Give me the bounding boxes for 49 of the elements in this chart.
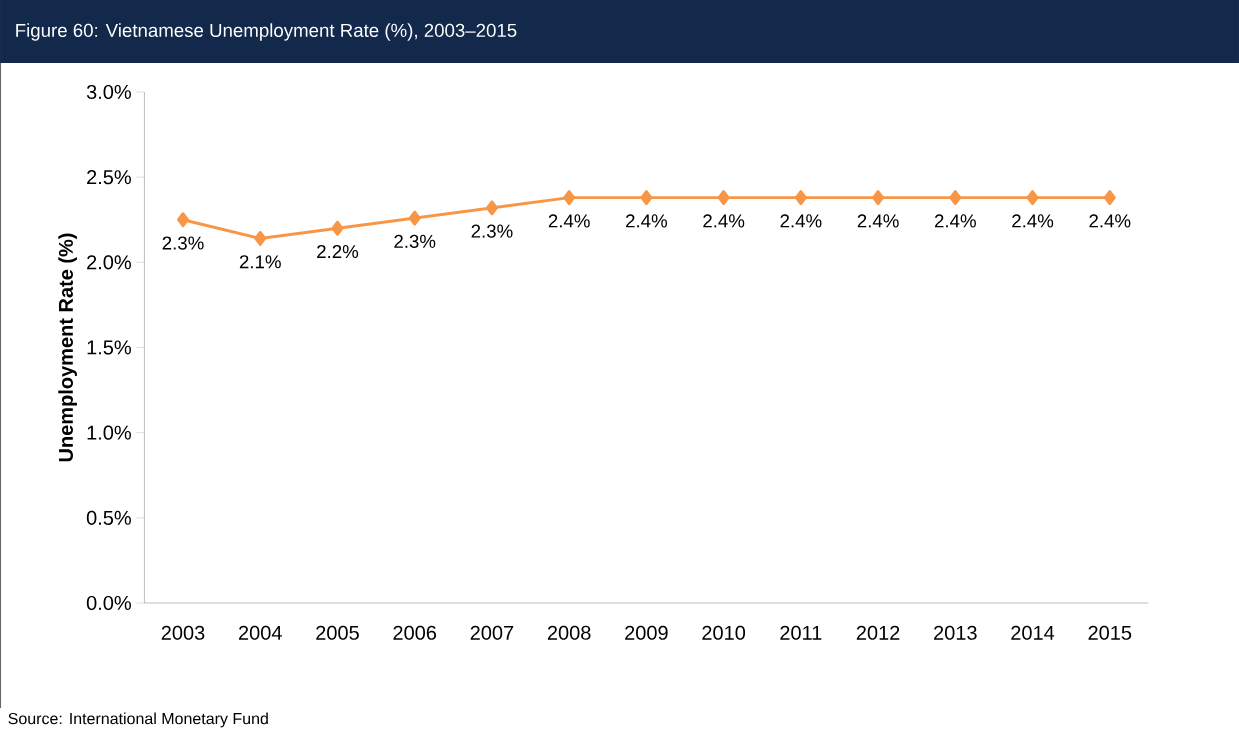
y-tick-label: 0.0% <box>86 595 131 611</box>
x-tick-label: 2005 <box>316 625 359 640</box>
point <box>408 210 421 226</box>
x-tick-label: 2015 <box>1088 625 1132 640</box>
source-note: Source: International Monetary Fund <box>8 712 268 728</box>
x-tick-label: 2004 <box>239 625 282 640</box>
point <box>331 220 344 236</box>
chart-title: Figure 60: Vietnamese Unemployment Rate (%), 2003–2015 <box>16 23 517 41</box>
point <box>485 200 498 216</box>
data-label: 2.1% <box>239 255 281 269</box>
point <box>717 190 730 206</box>
point <box>1103 190 1116 206</box>
x-tick-label: 2012 <box>856 625 900 640</box>
point <box>1026 190 1039 206</box>
point <box>177 212 189 228</box>
y-tick-label: 1.0% <box>87 425 131 440</box>
data-label: 2.4% <box>780 214 822 228</box>
data-label: 2.4% <box>703 214 745 228</box>
point <box>640 190 653 206</box>
data-label: 2.4% <box>1089 214 1131 228</box>
y-tick-label: 2.0% <box>87 255 131 270</box>
data-label: 2.2% <box>317 244 359 259</box>
data-label: 2.4% <box>934 214 976 228</box>
data-label: 2.4% <box>857 214 899 228</box>
data-label: 2.4% <box>626 214 667 228</box>
data-label: 2.3% <box>471 224 513 238</box>
x-tick-label: 2006 <box>393 625 437 640</box>
x-tick-label: 2008 <box>547 625 591 640</box>
y-axis-title: Unemployment Rate (%) <box>58 233 77 462</box>
point <box>949 190 962 206</box>
point <box>794 190 807 206</box>
x-tick-label: 2009 <box>625 625 668 640</box>
data-label: 2.4% <box>1012 214 1054 228</box>
data-label: 2.3% <box>394 234 436 248</box>
y-tick-label: 1.5% <box>87 340 131 355</box>
point <box>872 190 885 206</box>
x-tick-label: 2013 <box>934 625 977 640</box>
point <box>254 231 267 246</box>
x-tick-label: 2003 <box>161 625 205 640</box>
x-tick-label: 2011 <box>780 625 822 640</box>
data-label: 2.3% <box>162 236 204 250</box>
y-tick-label: 0.5% <box>86 510 131 525</box>
x-tick-label: 2014 <box>1011 625 1055 640</box>
point <box>563 190 576 206</box>
y-tick-label: 3.0% <box>86 84 131 100</box>
x-tick-label: 2010 <box>702 625 746 640</box>
x-tick-label: 2007 <box>470 625 514 640</box>
data-label: 2.4% <box>548 214 590 228</box>
y-tick-label: 2.5% <box>87 170 131 185</box>
